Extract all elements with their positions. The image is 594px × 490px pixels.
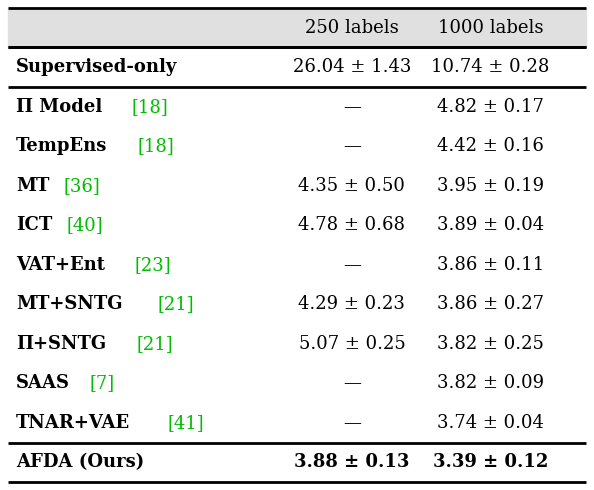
Text: ICT: ICT	[16, 216, 52, 234]
Text: [23]: [23]	[135, 256, 172, 274]
Text: Supervised-only: Supervised-only	[16, 58, 178, 76]
Text: 3.88 ± 0.13: 3.88 ± 0.13	[294, 453, 410, 471]
Text: Π+SNTG: Π+SNTG	[16, 335, 106, 353]
Text: VAT+Ent: VAT+Ent	[16, 256, 105, 274]
Text: 250 labels: 250 labels	[305, 19, 399, 37]
Text: —: —	[343, 414, 361, 432]
Text: [21]: [21]	[157, 295, 194, 313]
Text: 5.07 ± 0.25: 5.07 ± 0.25	[299, 335, 405, 353]
Text: [18]: [18]	[138, 137, 175, 155]
Text: 4.82 ± 0.17: 4.82 ± 0.17	[437, 98, 544, 116]
Text: 4.29 ± 0.23: 4.29 ± 0.23	[298, 295, 405, 313]
Text: 26.04 ± 1.43: 26.04 ± 1.43	[293, 58, 411, 76]
Text: 3.89 ± 0.04: 3.89 ± 0.04	[437, 216, 544, 234]
Text: MT+SNTG: MT+SNTG	[16, 295, 122, 313]
Text: TNAR+VAE: TNAR+VAE	[16, 414, 130, 432]
Text: [41]: [41]	[168, 414, 204, 432]
Text: [36]: [36]	[63, 177, 100, 195]
Text: AFDA (Ours): AFDA (Ours)	[16, 453, 144, 471]
Text: 3.39 ± 0.12: 3.39 ± 0.12	[433, 453, 548, 471]
Text: —: —	[343, 256, 361, 274]
Text: 3.82 ± 0.09: 3.82 ± 0.09	[437, 374, 544, 392]
Text: Π Model: Π Model	[16, 98, 102, 116]
Text: 3.95 ± 0.19: 3.95 ± 0.19	[437, 177, 544, 195]
Text: SAAS: SAAS	[16, 374, 70, 392]
Text: 4.42 ± 0.16: 4.42 ± 0.16	[437, 137, 544, 155]
Text: [21]: [21]	[136, 335, 173, 353]
Text: TempEns: TempEns	[16, 137, 108, 155]
Text: 3.74 ± 0.04: 3.74 ± 0.04	[437, 414, 544, 432]
Text: —: —	[343, 137, 361, 155]
Text: 10.74 ± 0.28: 10.74 ± 0.28	[431, 58, 550, 76]
Text: 4.35 ± 0.50: 4.35 ± 0.50	[298, 177, 405, 195]
Text: [40]: [40]	[67, 216, 103, 234]
Text: MT: MT	[16, 177, 49, 195]
Text: 3.82 ± 0.25: 3.82 ± 0.25	[437, 335, 544, 353]
Text: [18]: [18]	[131, 98, 168, 116]
Text: [7]: [7]	[90, 374, 115, 392]
Text: —: —	[343, 98, 361, 116]
Text: 3.86 ± 0.27: 3.86 ± 0.27	[437, 295, 544, 313]
Text: 1000 labels: 1000 labels	[438, 19, 544, 37]
Text: 3.86 ± 0.11: 3.86 ± 0.11	[437, 256, 544, 274]
Text: 4.78 ± 0.68: 4.78 ± 0.68	[298, 216, 406, 234]
Text: —: —	[343, 374, 361, 392]
Bar	[8, 8, 586, 48]
